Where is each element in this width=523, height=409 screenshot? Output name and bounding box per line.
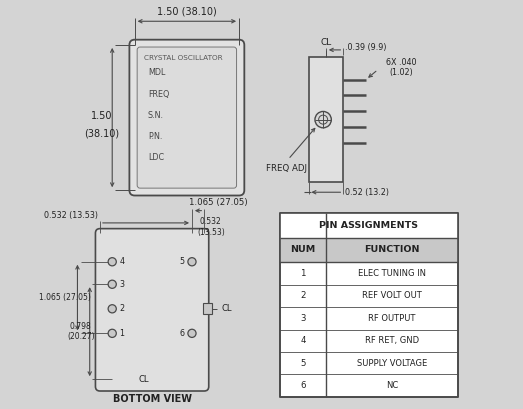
Text: 1.50 (38.10): 1.50 (38.10) <box>157 6 217 16</box>
Circle shape <box>315 111 331 128</box>
Text: ELEC TUNING IN: ELEC TUNING IN <box>358 269 426 278</box>
Text: (38.10): (38.10) <box>84 128 120 138</box>
Text: 1.065 (27.05): 1.065 (27.05) <box>39 293 91 302</box>
Bar <box>203 303 212 314</box>
Text: .0.39 (9.9): .0.39 (9.9) <box>345 43 387 52</box>
Text: RF RET, GND: RF RET, GND <box>365 336 419 345</box>
Text: MDL: MDL <box>148 68 165 77</box>
Text: BOTTOM VIEW: BOTTOM VIEW <box>112 394 191 404</box>
Text: SUPPLY VOLTAGE: SUPPLY VOLTAGE <box>357 359 427 368</box>
Text: 2: 2 <box>300 292 306 301</box>
Text: 1: 1 <box>300 269 306 278</box>
Text: FUNCTION: FUNCTION <box>364 245 420 254</box>
Text: 5: 5 <box>179 257 185 266</box>
Text: 6: 6 <box>300 381 306 390</box>
Text: 1.065 (27.05): 1.065 (27.05) <box>189 198 248 207</box>
Bar <box>280 238 458 263</box>
Circle shape <box>108 280 116 288</box>
Bar <box>309 57 343 182</box>
Text: 1: 1 <box>120 329 124 338</box>
Text: NC: NC <box>386 381 398 390</box>
Circle shape <box>188 258 196 266</box>
Text: 4: 4 <box>120 257 124 266</box>
Text: 2: 2 <box>120 304 124 313</box>
Text: PIN ASSIGNMENTS: PIN ASSIGNMENTS <box>320 220 418 229</box>
Text: 6X .040
(1.02): 6X .040 (1.02) <box>386 58 417 77</box>
FancyBboxPatch shape <box>95 229 209 391</box>
Text: LDC: LDC <box>148 153 164 162</box>
Text: CL: CL <box>320 38 332 47</box>
Text: REF VOLT OUT: REF VOLT OUT <box>362 292 422 301</box>
Circle shape <box>108 258 116 266</box>
Text: 6: 6 <box>179 329 185 338</box>
Text: 3: 3 <box>120 280 124 289</box>
Text: 0.532 (13.53): 0.532 (13.53) <box>44 211 98 220</box>
Text: RF OUTPUT: RF OUTPUT <box>368 314 416 323</box>
Circle shape <box>108 329 116 337</box>
Text: S.N.: S.N. <box>148 111 164 120</box>
FancyBboxPatch shape <box>137 47 236 188</box>
Text: 4: 4 <box>300 336 306 345</box>
Text: CL: CL <box>221 304 232 313</box>
Text: P.N.: P.N. <box>148 132 162 141</box>
Circle shape <box>188 329 196 337</box>
Text: 3: 3 <box>300 314 306 323</box>
Text: FREQ: FREQ <box>148 90 169 99</box>
Text: 5: 5 <box>300 359 306 368</box>
Text: 0.52 (13.2): 0.52 (13.2) <box>345 188 389 197</box>
Text: CL: CL <box>139 375 149 384</box>
Text: CRYSTAL OSCILLATOR: CRYSTAL OSCILLATOR <box>144 55 222 61</box>
Text: 0.798
(20.27): 0.798 (20.27) <box>67 322 95 342</box>
Text: 0.532
(13.53): 0.532 (13.53) <box>197 217 224 237</box>
Text: NUM: NUM <box>290 245 316 254</box>
Text: 1.50: 1.50 <box>91 110 113 121</box>
Text: FREQ ADJ: FREQ ADJ <box>266 164 306 173</box>
Bar <box>280 213 458 238</box>
Bar <box>280 213 458 397</box>
Circle shape <box>108 305 116 313</box>
FancyBboxPatch shape <box>129 40 244 196</box>
